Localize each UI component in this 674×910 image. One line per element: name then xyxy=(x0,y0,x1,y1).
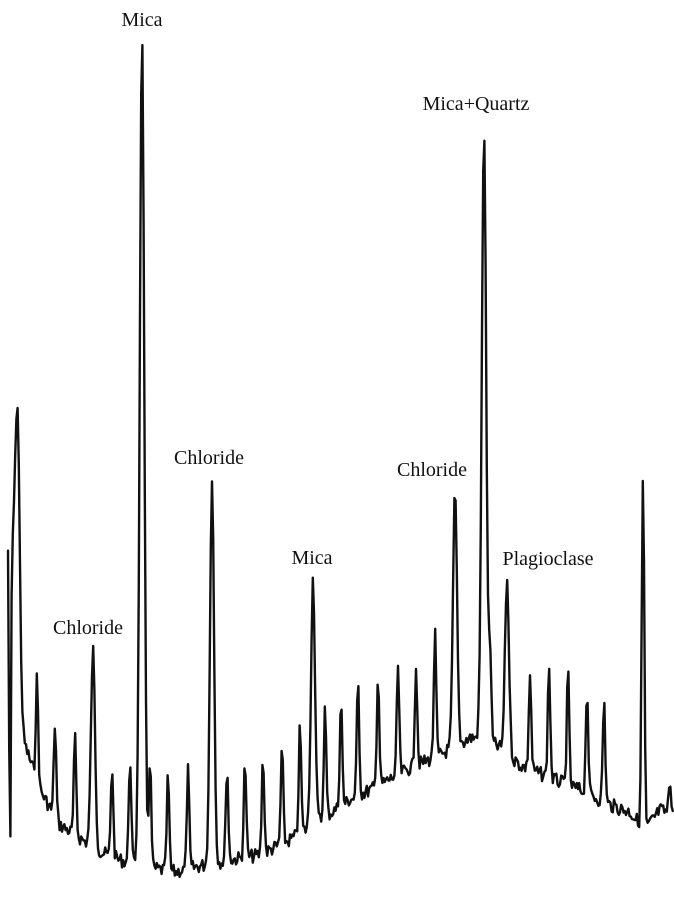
peak-label-plagioclase: Plagioclase xyxy=(502,548,593,570)
peak-point-36 xyxy=(669,779,671,781)
diffraction-trace-layer xyxy=(6,35,674,879)
peak-point-27 xyxy=(483,127,485,129)
peak-label-mica-2: Mica xyxy=(291,547,332,569)
peak-point-33 xyxy=(586,687,588,689)
peak-point-16 xyxy=(281,747,283,749)
diffraction-series-line xyxy=(6,43,674,879)
peak-label-chloride-1: Chloride xyxy=(53,617,123,639)
peak-point-6 xyxy=(111,765,113,767)
peak-point-34 xyxy=(603,699,605,701)
peak-point-3 xyxy=(54,723,56,725)
peak-label-chloride-3: Chloride xyxy=(397,459,467,481)
peak-label-mica-1: Mica xyxy=(121,9,162,31)
peak-point-15 xyxy=(262,755,264,757)
peak-label-mica-quartz: Mica+Quartz xyxy=(423,93,530,115)
peak-point-24 xyxy=(415,663,417,665)
peak-point-31 xyxy=(548,663,550,665)
peak-point-8 xyxy=(141,35,143,37)
peak-point-20 xyxy=(340,699,342,701)
peak-point-35 xyxy=(642,407,644,409)
peak-point-9 xyxy=(149,759,151,761)
peak-label-layer: Mica Mica+Quartz Chloride Chloride Mica … xyxy=(53,9,594,639)
peak-point-13 xyxy=(226,765,228,767)
peak-point-22 xyxy=(377,673,379,675)
peak-point-26 xyxy=(454,491,456,493)
peak-point-21 xyxy=(357,681,359,683)
peak-label-chloride-2: Chloride xyxy=(174,447,244,469)
peak-point-12 xyxy=(211,475,213,477)
peak-point-7 xyxy=(129,755,131,757)
peak-point-14 xyxy=(244,761,246,763)
peak-point-0 xyxy=(14,539,16,541)
